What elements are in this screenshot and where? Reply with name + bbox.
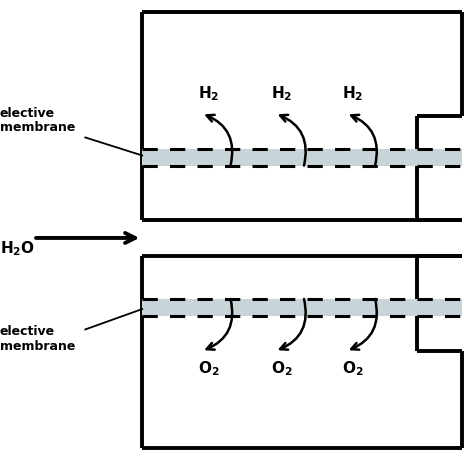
Text: $\mathbf{O_2}$: $\mathbf{O_2}$ (198, 360, 219, 378)
Bar (142, 149, 462, 166)
Text: $\mathbf{H_2O}$: $\mathbf{H_2O}$ (0, 239, 35, 258)
Text: $\mathbf{O_2}$: $\mathbf{O_2}$ (342, 360, 364, 378)
Text: $\mathbf{H_2}$: $\mathbf{H_2}$ (271, 84, 293, 103)
Text: $\mathbf{H_2}$: $\mathbf{H_2}$ (342, 84, 364, 103)
Text: $\mathbf{O_2}$: $\mathbf{O_2}$ (271, 360, 293, 378)
Text: membrane: membrane (0, 121, 75, 135)
Text: $\mathbf{H_2}$: $\mathbf{H_2}$ (198, 84, 219, 103)
Bar (142, 299, 462, 316)
Text: elective: elective (0, 107, 55, 120)
Text: elective: elective (0, 325, 55, 338)
Text: membrane: membrane (0, 339, 75, 353)
